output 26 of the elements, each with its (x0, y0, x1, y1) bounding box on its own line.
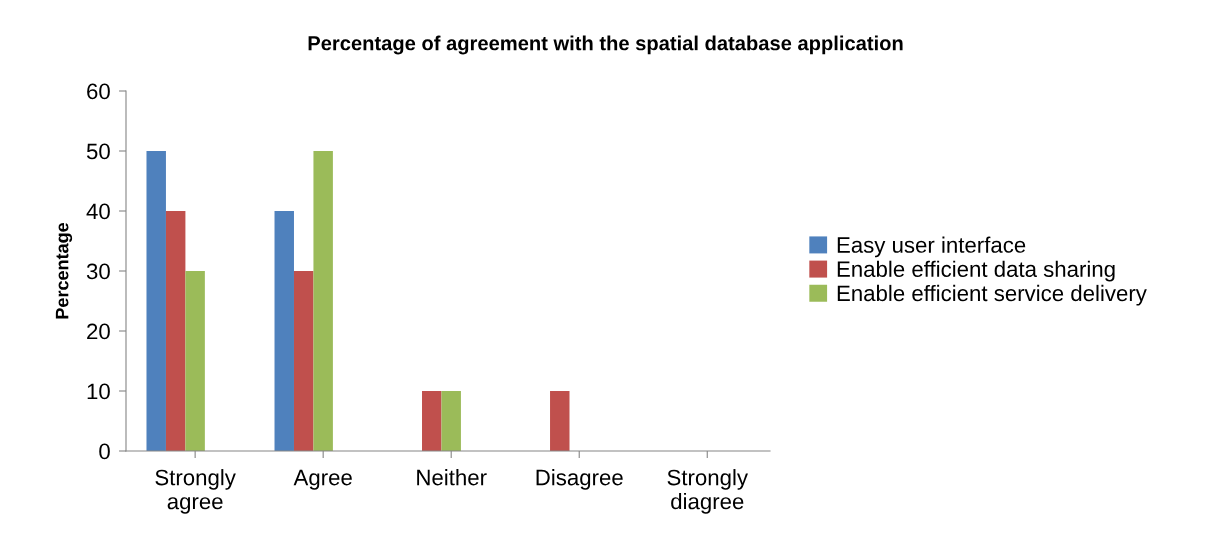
bar (441, 391, 461, 451)
chart-title: Percentage of agreement with the spatial database application (308, 35, 903, 55)
bar (422, 391, 442, 451)
y-tick-label: 10 (87, 383, 110, 400)
legend-label: Enable efficient data sharing (837, 260, 1115, 282)
legend-label: Enable efficient service delivery (837, 284, 1147, 306)
x-tick-label: Strongly diagree (667, 469, 748, 514)
bar (185, 271, 205, 451)
x-tick-label: Strongly agree (155, 469, 236, 514)
y-tick-label: 0 (99, 443, 110, 460)
bar (274, 211, 294, 451)
bar (313, 151, 333, 451)
legend-label: Easy user interface (837, 236, 1026, 258)
y-axis-title: Percentage (55, 222, 73, 319)
x-tick-label: Disagree (536, 469, 623, 490)
bar (293, 271, 314, 451)
y-tick-label: 30 (86, 263, 110, 280)
bar (165, 211, 186, 451)
bar (146, 151, 166, 451)
y-tick-label: 40 (86, 203, 110, 220)
y-tick-label: 20 (87, 323, 110, 340)
bar (550, 391, 570, 451)
x-tick-label: Neither (417, 469, 487, 486)
y-tick-label: 60 (87, 83, 110, 100)
x-tick-label: Agree (293, 469, 352, 490)
y-tick-label: 50 (86, 143, 110, 160)
